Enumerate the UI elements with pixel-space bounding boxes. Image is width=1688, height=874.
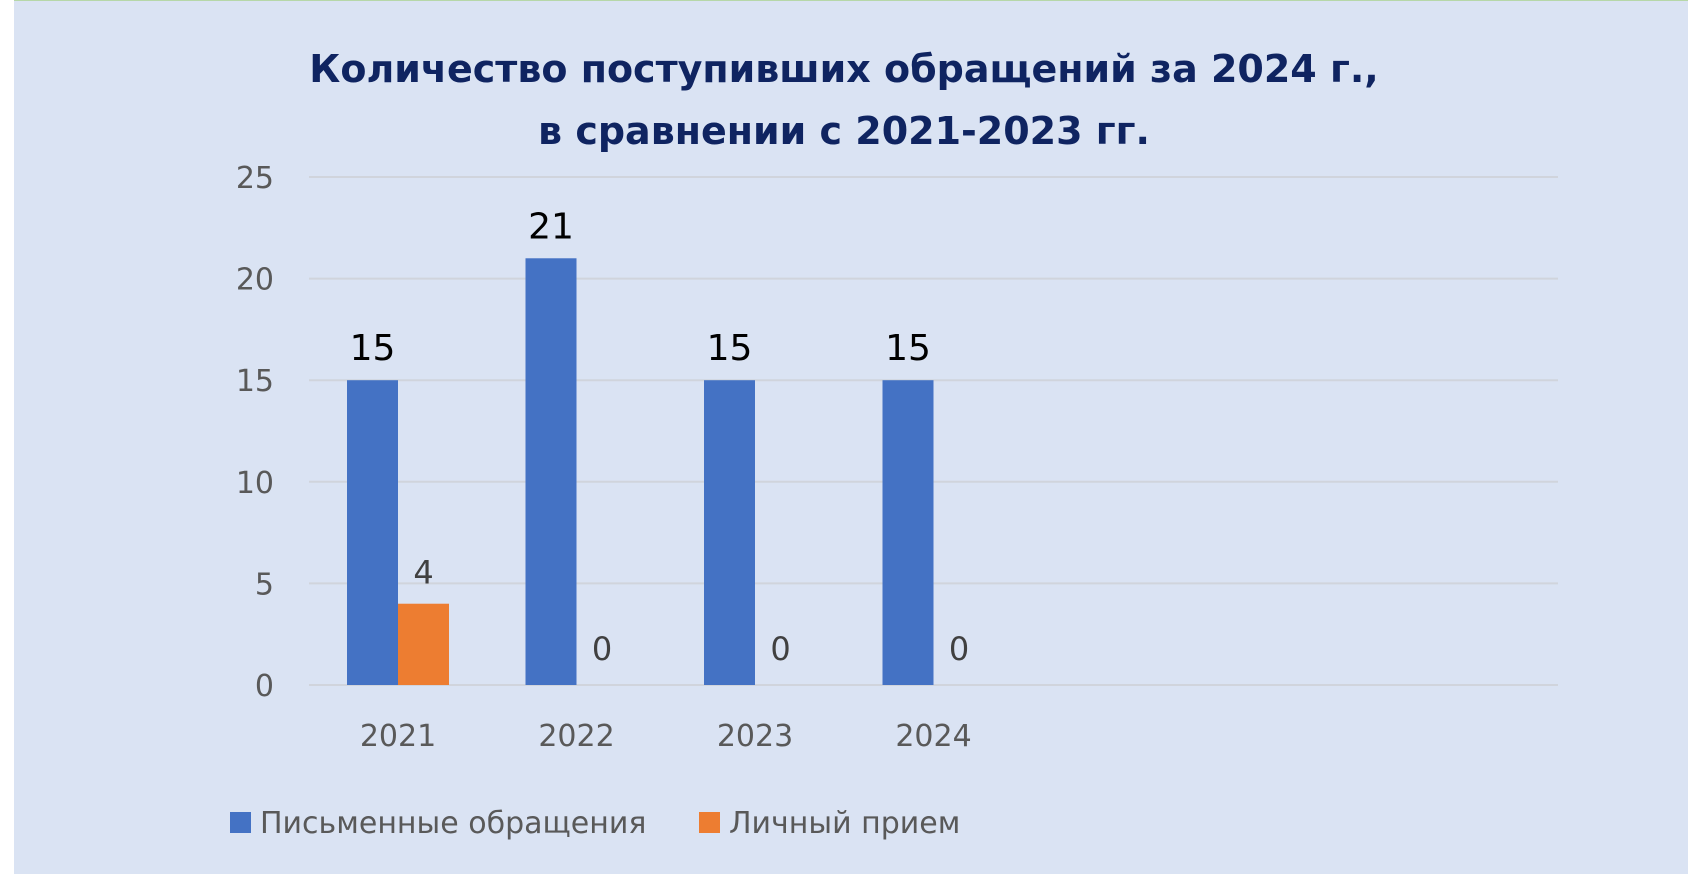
legend-swatch-personal	[699, 812, 720, 833]
data-label-personal-2024: 0	[949, 630, 969, 668]
chart-title-line-1: Количество поступивших обращений за 2024…	[309, 47, 1379, 91]
y-tick-label-15: 15	[236, 364, 274, 399]
data-label-written-2023: 15	[707, 328, 753, 369]
y-tick-label-25: 25	[236, 161, 274, 196]
y-tick-label-0: 0	[255, 669, 274, 704]
bar-written-2021	[347, 380, 398, 685]
chart-panel	[14, 0, 1688, 874]
chart-title: Количество поступивших обращений за 2024…	[0, 38, 1688, 162]
chart-title-line-2: в сравнении с 2021-2023 гг.	[538, 109, 1150, 153]
data-label-personal-2021: 4	[413, 554, 433, 592]
data-label-personal-2022: 0	[592, 630, 612, 668]
x-tick-label-2022: 2022	[538, 719, 614, 754]
y-tick-label-5: 5	[255, 567, 274, 602]
data-label-written-2021: 15	[350, 328, 396, 369]
data-label-personal-2023: 0	[770, 630, 790, 668]
y-tick-label-20: 20	[236, 263, 274, 298]
data-label-written-2024: 15	[885, 328, 931, 369]
y-tick-label-10: 10	[236, 466, 274, 501]
bar-written-2022	[525, 258, 577, 685]
x-tick-label-2021: 2021	[360, 719, 436, 754]
x-tick-label-2024: 2024	[895, 719, 971, 754]
bar-written-2023	[704, 380, 755, 685]
legend-label-written: Письменные обращения	[260, 806, 646, 841]
legend-label-personal: Личный прием	[729, 806, 960, 841]
data-label-written-2022: 21	[528, 206, 574, 247]
legend-swatch-written	[230, 812, 251, 833]
bar-written-2024	[882, 380, 934, 685]
x-tick-label-2023: 2023	[717, 719, 793, 754]
bar-personal-2021	[398, 603, 449, 685]
